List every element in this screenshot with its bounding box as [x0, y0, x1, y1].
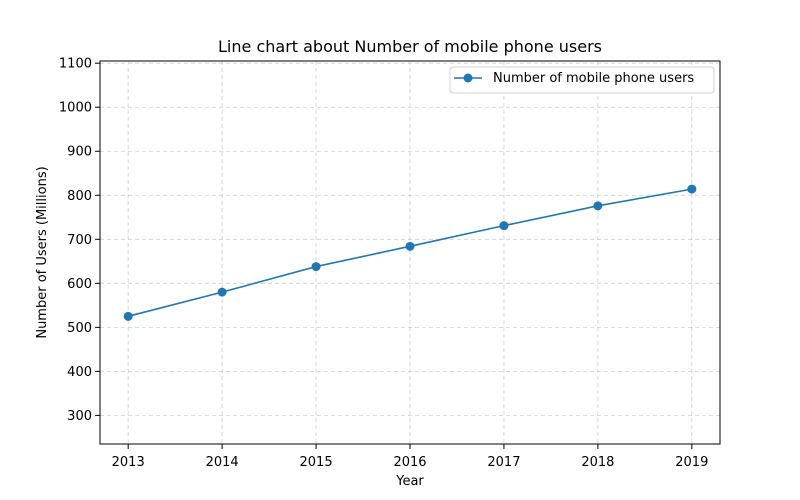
y-tick-label: 1100: [59, 57, 92, 72]
y-tick-label: 500: [67, 321, 92, 336]
y-axis-label: Number of Users (Millions): [35, 166, 50, 338]
y-tick-label: 800: [67, 189, 92, 204]
legend-frame: [449, 66, 715, 94]
legend-marker-sample: [463, 73, 473, 83]
data-point: [499, 221, 509, 231]
series-group: [123, 184, 697, 321]
legend-entry-label: Number of mobile phone users: [493, 71, 694, 86]
x-tick-label: 2018: [581, 455, 614, 470]
y-tick-label: 400: [67, 365, 92, 380]
x-tick-label: 2015: [300, 455, 333, 470]
data-point: [593, 201, 603, 211]
y-tick-label: 900: [67, 145, 92, 160]
x-tick-label: 2017: [487, 455, 520, 470]
x-tick-label: 2014: [206, 455, 239, 470]
y-tick-label: 600: [67, 277, 92, 292]
x-tick-label: 2016: [393, 455, 426, 470]
data-point: [123, 311, 133, 321]
y-tick-label: 700: [67, 233, 92, 248]
y-tick-label: 300: [67, 409, 92, 424]
y-tick-label: 1000: [59, 101, 92, 116]
grid-lines: [100, 61, 720, 444]
x-tick-label: 2019: [675, 455, 708, 470]
y-axis: 300 400 500 600 700 800 900 1000 1100: [59, 57, 100, 424]
x-axis-label: Year: [395, 474, 424, 489]
x-axis: 2013 2014 2015 2016 2017 2018 2019: [112, 444, 708, 470]
data-point: [217, 287, 227, 297]
x-tick-label: 2013: [112, 455, 145, 470]
data-point: [311, 262, 321, 272]
legend: Number of mobile phone users: [449, 66, 715, 94]
data-point: [405, 241, 415, 251]
data-point: [687, 184, 697, 194]
chart-title: Line chart about Number of mobile phone …: [218, 37, 602, 56]
